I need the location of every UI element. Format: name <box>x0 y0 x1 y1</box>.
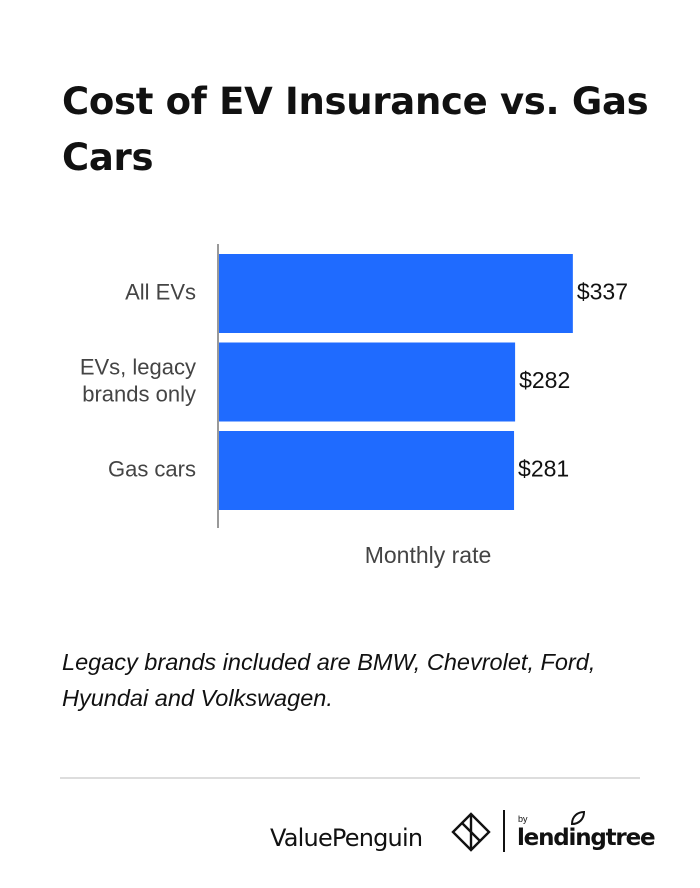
bars-group <box>219 254 573 510</box>
lendingtree-wordmark: lendingtree <box>517 825 656 851</box>
valuepenguin-wordmark: ValuePenguin <box>270 824 423 852</box>
bar-0 <box>219 254 573 333</box>
footer-branding: ValuePenguin by lendingtree <box>270 808 656 858</box>
bar-chart: All EVs EVs, legacy brands only Gas cars $3… <box>80 244 628 568</box>
category-label-0: All EVs <box>125 279 196 304</box>
category-labels-group: All EVs EVs, legacy brands only Gas cars <box>80 279 196 481</box>
footer-divider <box>60 777 640 779</box>
leaf-icon <box>570 810 586 826</box>
category-label-1: EVs, legacy brands only <box>80 354 196 406</box>
value-label-1: $282 <box>519 367 570 393</box>
category-label-2: Gas cars <box>108 456 196 481</box>
footnote: Legacy brands included are BMW, Chevrole… <box>62 649 596 711</box>
chart-title: Cost of EV Insurance vs. Gas Cars <box>62 80 649 179</box>
value-label-0: $337 <box>577 279 628 305</box>
brand-separator <box>503 810 505 852</box>
bar-2 <box>219 431 515 510</box>
bar-1 <box>219 342 516 422</box>
brand-by-text: by <box>518 814 528 824</box>
value-label-2: $281 <box>518 456 569 482</box>
x-axis-label: Monthly rate <box>365 542 492 568</box>
diamond-logo-icon <box>451 812 491 852</box>
value-labels-group: $337 $282 $281 <box>518 279 628 482</box>
